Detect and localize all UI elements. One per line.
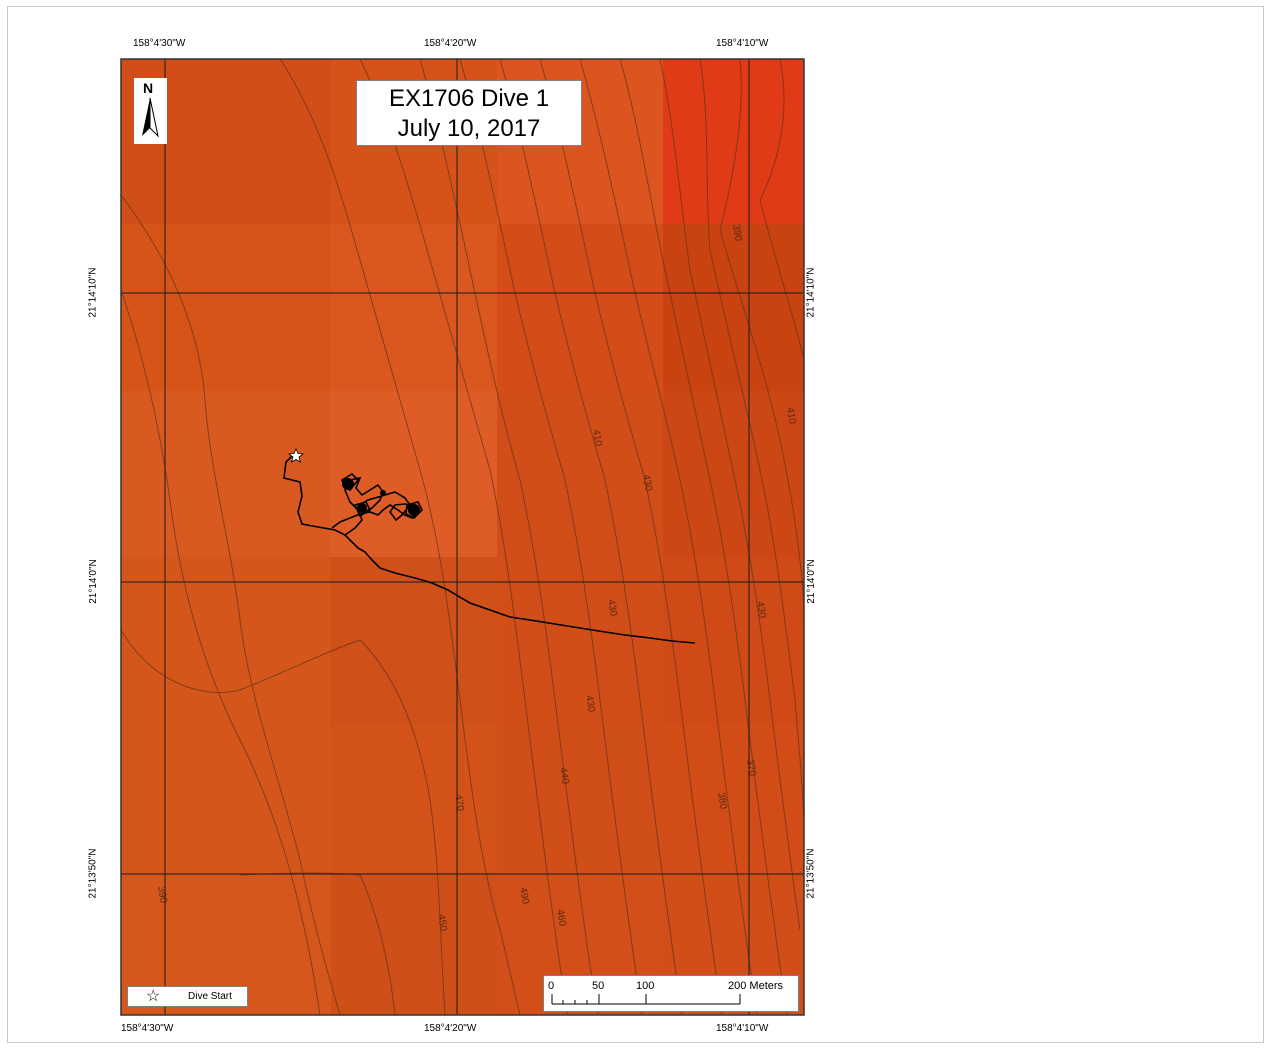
scale-bar-graphic <box>551 994 741 1005</box>
latitude-label-right: 21°13'50"N <box>805 848 817 899</box>
scale-tick-label: 0 <box>548 980 555 992</box>
longitude-label-top: 158°4'10"W <box>716 38 769 49</box>
contour-label: 430 <box>754 601 768 620</box>
legend-label-dive-start: Dive Start <box>188 991 232 1002</box>
scale-tick-label: 100 <box>636 980 655 992</box>
track-clusters <box>342 478 420 516</box>
north-arrow-icon <box>142 97 159 138</box>
contour-label: 370 <box>744 759 758 778</box>
latitude-label-left: 21°14'10"N <box>87 267 99 318</box>
graticule <box>121 59 804 1015</box>
contour-labels: 390 410 430 410 430 430 430 440 370 380 … <box>155 224 798 933</box>
map-title-line1: EX1706 Dive 1 <box>388 85 550 112</box>
longitude-label-bottom: 158°4'30"W <box>121 1023 174 1034</box>
contour-label: 490 <box>517 887 531 906</box>
longitude-label-bottom: 158°4'10"W <box>716 1023 769 1034</box>
map-legend: ☆ Dive Start <box>127 986 248 1007</box>
contour-lines <box>121 59 804 1015</box>
contour-label: 410 <box>590 429 604 448</box>
latitude-label-right: 21°14'0"N <box>805 559 817 604</box>
longitude-label-top: 158°4'30"W <box>133 38 186 49</box>
map-title-box: EX1706 Dive 1 July 10, 2017 <box>356 80 582 146</box>
longitude-label-bottom: 158°4'20"W <box>424 1023 477 1034</box>
longitude-label-top: 158°4'20"W <box>424 38 477 49</box>
latitude-label-right: 21°14'10"N <box>805 267 817 318</box>
contour-label: 380 <box>715 792 729 811</box>
contour-label: 430 <box>640 474 654 493</box>
latitude-label-left: 21°13'50"N <box>87 848 99 899</box>
contour-label: 430 <box>583 695 597 714</box>
contour-label: 390 <box>730 224 744 243</box>
contour-label: 460 <box>554 909 568 928</box>
contour-label: 440 <box>557 767 571 786</box>
bathymetry-layer: 390 410 430 410 430 430 430 440 370 380 … <box>121 59 804 1015</box>
map-border <box>120 58 805 1016</box>
north-arrow: N <box>134 78 167 144</box>
dive-start-marker-icon <box>287 448 305 463</box>
map-title-line2: July 10, 2017 <box>397 115 541 142</box>
contour-label: 430 <box>605 599 619 618</box>
map-frame <box>7 6 1264 1043</box>
latitude-label-left: 21°14'0"N <box>87 559 99 604</box>
contour-label: 450 <box>435 914 449 933</box>
star-icon: ☆ <box>146 988 161 1005</box>
scale-tick-label: 50 <box>592 980 605 992</box>
scale-tick-label: 200 Meters <box>728 980 784 992</box>
north-arrow-label: N <box>143 80 154 96</box>
scale-bar: 0 50 100 200 Meters <box>543 975 799 1012</box>
contour-label: 470 <box>452 794 466 813</box>
contour-label: 410 <box>784 407 798 426</box>
